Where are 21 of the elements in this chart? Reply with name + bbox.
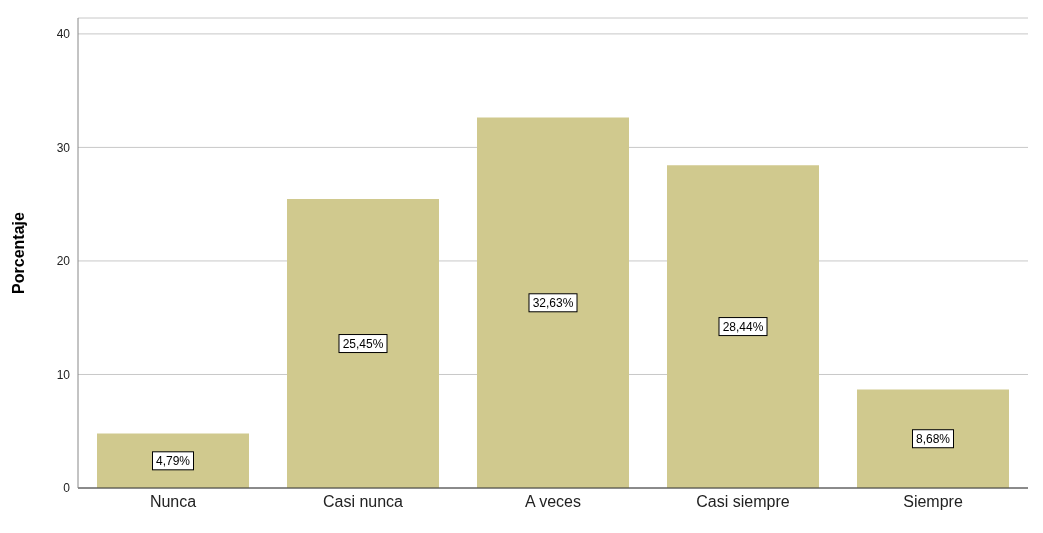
- x-tick-label: Siempre: [903, 493, 963, 511]
- bar: [287, 199, 439, 488]
- y-axis-title: Porcentaje: [9, 211, 27, 294]
- data-label: 8,68%: [915, 431, 951, 446]
- data-label: 25,45%: [342, 336, 384, 351]
- data-label: 28,44%: [722, 319, 764, 334]
- data-label: 32,63%: [532, 295, 574, 310]
- bar: [97, 433, 249, 488]
- y-tick-label: 0: [63, 481, 71, 496]
- x-tick-label: Casi nunca: [322, 493, 404, 511]
- y-tick-label: 20: [56, 254, 71, 269]
- x-tick-label: Casi siempre: [696, 493, 790, 511]
- bar: [477, 117, 629, 488]
- y-tick-label: 10: [56, 367, 71, 382]
- bar: [857, 389, 1009, 488]
- x-tick-label: Nunca: [149, 493, 197, 511]
- data-label: 4,79%: [155, 453, 191, 468]
- y-tick-label: 40: [56, 27, 71, 42]
- bar: [667, 165, 819, 488]
- x-tick-label: A veces: [524, 493, 582, 511]
- y-tick-label: 30: [56, 140, 71, 155]
